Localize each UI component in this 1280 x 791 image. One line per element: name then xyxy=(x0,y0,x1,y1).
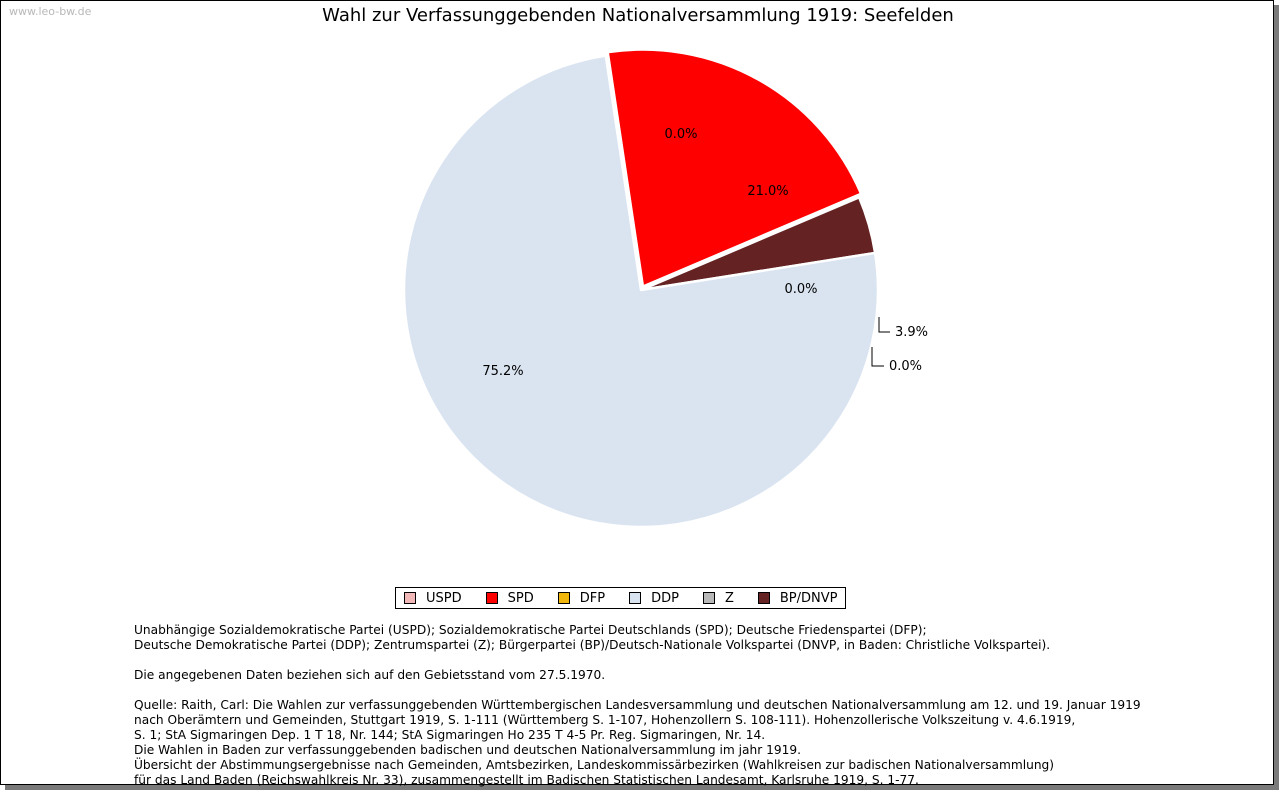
legend-swatch-bp-dnvp xyxy=(757,592,770,604)
leader-line-bp-dnvp xyxy=(878,317,890,333)
pie-slice-ddp xyxy=(402,54,880,529)
chart-title: Wahl zur Verfassunggebenden Nationalvers… xyxy=(322,5,954,26)
legend-label-uspd: USPD xyxy=(426,590,462,606)
legend-swatch-z xyxy=(702,592,715,604)
legend-swatch-ddp xyxy=(629,592,642,604)
legend-label-spd: SPD xyxy=(507,590,534,606)
pie-chart: 0.0% 21.0% 0.0% 3.9% 0.0% 75.2% xyxy=(402,48,928,529)
data-label-ddp: 75.2% xyxy=(482,364,523,379)
pie-slices xyxy=(402,48,880,529)
pie-slice-spd xyxy=(606,48,863,288)
legend-swatch-dfp xyxy=(557,592,570,604)
legend-swatch-spd xyxy=(485,592,498,604)
party-abbreviations-note: Unabhängige Sozialdemokratische Partei (… xyxy=(134,623,1051,652)
data-label-dfp: 0.0% xyxy=(784,282,817,297)
legend-item-dfp: DFP xyxy=(557,590,606,606)
territory-note: Die angegebenen Daten beziehen sich auf … xyxy=(134,668,606,682)
legend-label-bp-dnvp: BP/DNVP xyxy=(779,590,838,606)
source-notes: Unabhängige Sozialdemokratische Partei (… xyxy=(134,623,1254,788)
pie-labels: 0.0% 21.0% 0.0% 3.9% 0.0% 75.2% xyxy=(482,127,928,379)
leader-line-z xyxy=(871,347,884,367)
legend-item-uspd: USPD xyxy=(404,591,462,606)
legend-label-dfp: DFP xyxy=(579,590,606,606)
data-label-spd: 21.0% xyxy=(747,184,788,199)
legend-item-z: Z xyxy=(702,590,734,606)
legend-swatch-uspd xyxy=(404,592,416,604)
source-citation: Quelle: Raith, Carl: Die Wahlen zur verf… xyxy=(134,698,1141,787)
legend-item-ddp: DDP xyxy=(629,591,679,606)
legend-item-bp-dnvp: BP/DNVP xyxy=(757,590,838,606)
legend-label-ddp: DDP xyxy=(651,590,679,606)
legend: USPD SPD DFP DDP Z BP/DNVP xyxy=(395,587,847,609)
legend-item-spd: SPD xyxy=(485,590,534,606)
data-label-uspd: 0.0% xyxy=(664,127,697,142)
watermark: www.leo-bw.de xyxy=(9,5,92,18)
legend-label-z: Z xyxy=(724,590,734,606)
data-label-z: 0.0% xyxy=(889,359,922,374)
data-label-bp-dnvp: 3.9% xyxy=(895,325,928,340)
